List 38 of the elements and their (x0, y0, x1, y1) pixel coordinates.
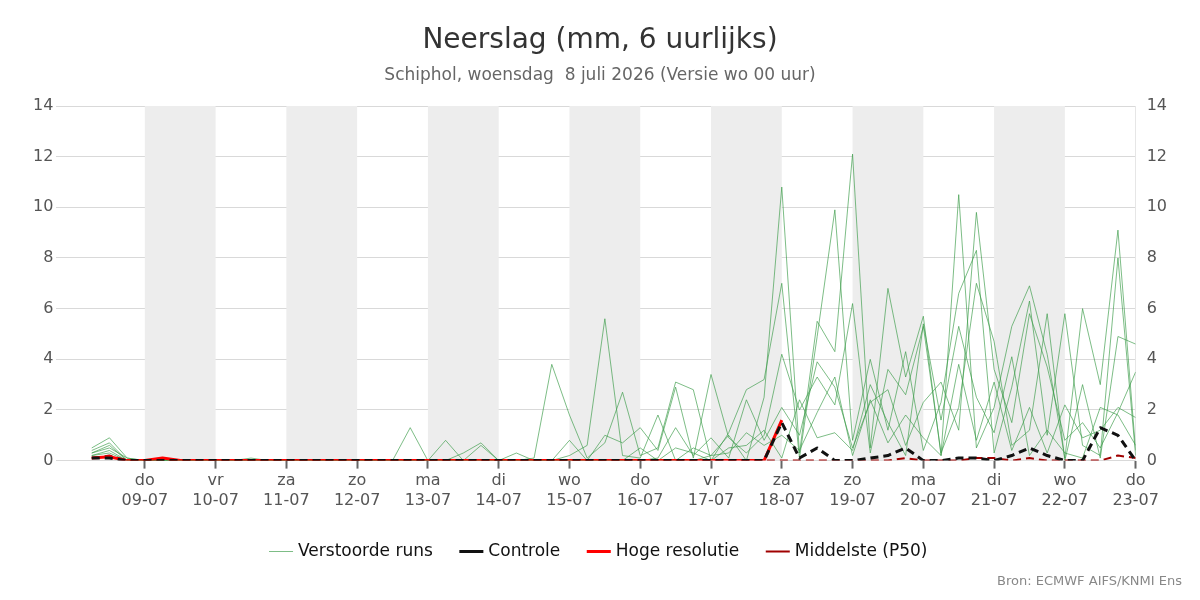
x-tick-label: vr 10-07 (192, 470, 239, 509)
y2-tick-label: 14 (1146, 95, 1167, 115)
y-tick-label: 8 (43, 247, 54, 267)
x-tick-label: zo 12-07 (333, 470, 381, 509)
x-tick-label: do 23-07 (1112, 470, 1159, 509)
y-tick-label: 0 (43, 449, 54, 469)
x-tick-label: vr 17-07 (687, 470, 735, 509)
legend-label: Middelste (P50) (794, 539, 928, 560)
x-tick-label: zo 19-07 (829, 470, 876, 509)
y2-tick-label: 6 (1146, 297, 1157, 317)
x-tick-label: za 18-07 (758, 470, 806, 509)
y-tick-label: 2 (43, 399, 54, 419)
y-tick-label: 6 (43, 297, 54, 317)
x-tick-label: do 09-07 (121, 470, 169, 509)
chart-title: Neerslag (mm, 6 uurlijks) (422, 22, 778, 56)
y-tick-label: 4 (43, 348, 54, 368)
y-tick-label: 12 (33, 145, 54, 165)
x-tick-label: di 14-07 (475, 470, 522, 509)
text: Bron: ECMWF AIFS/KNMI Ens (997, 572, 1183, 588)
legend-label: Verstoorde runs (298, 539, 433, 560)
x-tick-label: do 16-07 (616, 470, 664, 509)
x-tick-label: di 21-07 (970, 470, 1018, 509)
y2-tick-label: 8 (1146, 247, 1157, 267)
x-tick-label: ma 13-07 (404, 470, 452, 509)
x-tick-label: ma 20-07 (900, 470, 947, 509)
x-tick-label: wo 22-07 (1041, 470, 1089, 509)
x-tick-label: wo 15-07 (546, 470, 593, 509)
chart-subtitle: Schiphol, woensdag 8 juli 2026 (Versie wo 00 uur) (384, 64, 816, 85)
legend-label: Controle (488, 539, 561, 560)
y2-tick-label: 0 (1146, 449, 1157, 469)
y2-tick-label: 2 (1146, 399, 1157, 419)
y-tick-label: 14 (33, 95, 54, 115)
y-tick-label: 10 (33, 196, 54, 216)
y2-tick-label: 10 (1146, 196, 1167, 216)
y2-tick-label: 12 (1146, 145, 1167, 165)
legend-label: Hoge resolutie (615, 539, 740, 560)
y2-tick-label: 4 (1146, 348, 1157, 368)
x-tick-label: za 11-07 (263, 470, 310, 509)
